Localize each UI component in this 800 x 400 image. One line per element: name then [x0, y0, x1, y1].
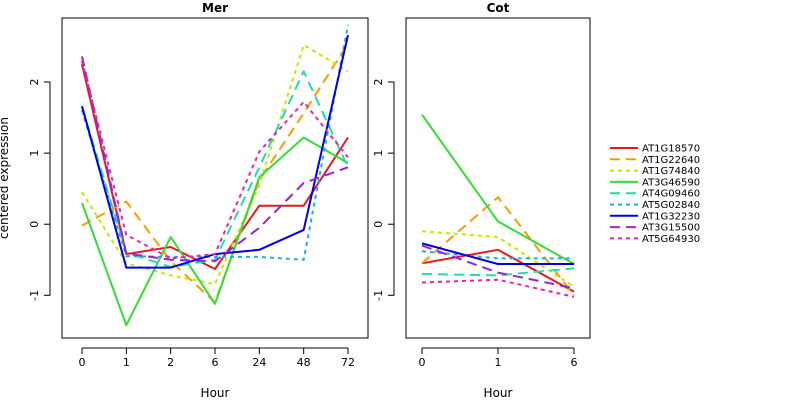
series-line-at3g15500: [81, 56, 349, 263]
legend-item-at5g64930: AT5G64930: [610, 234, 700, 245]
y-tick-label: 0: [372, 221, 385, 228]
series-line-at1g74840: [81, 44, 349, 285]
series-group-mer: [81, 24, 349, 327]
series-line-at3g46590: [421, 114, 575, 265]
legend-label: AT4G09460: [642, 189, 700, 200]
x-tick-label: 0: [419, 356, 426, 369]
y-tick-label: 2: [28, 79, 41, 86]
panel-cot: Cot Hour 0 1 6 -1 0 1 2: [372, 1, 591, 400]
x-tick-label: 2: [167, 356, 174, 369]
x-axis-title-cot: Hour: [484, 386, 513, 400]
legend: AT1G18570AT1G22640AT1G74840AT3G46590AT4G…: [610, 144, 700, 245]
legend-label: AT3G15500: [642, 223, 700, 234]
plot-frame-cot: [405, 17, 591, 339]
panel-mer: Mer Hour centered expression 0 1 2 6 24 48 72 -…: [0, 1, 369, 400]
legend-item-at3g15500: AT3G15500: [610, 223, 700, 234]
x-axis-mer: 0 1 2 6 24 48 72: [79, 347, 355, 369]
x-tick-label: 1: [123, 356, 130, 369]
series-line-at5g02840: [81, 24, 349, 261]
legend-item-at1g32230: AT1G32230: [610, 211, 700, 222]
legend-item-at3g46590: AT3G46590: [610, 177, 700, 188]
series-line-at1g18570: [81, 63, 349, 270]
panel-title-cot: Cot: [487, 1, 510, 15]
series-line-at1g22640: [421, 196, 575, 296]
y-tick-label: 2: [372, 79, 385, 86]
series-line-at5g64930: [421, 278, 575, 298]
legend-label: AT1G74840: [642, 166, 700, 177]
series-line-at3g15500: [421, 244, 575, 290]
y-axis-title: centered expression: [0, 117, 11, 239]
plot-frame-mer: [61, 17, 369, 339]
y-axis-cot: -1 0 1 2: [372, 79, 395, 301]
legend-item-at5g02840: AT5G02840: [610, 200, 700, 211]
series-line-at4g09460: [421, 267, 575, 277]
legend-label: AT5G64930: [642, 234, 700, 245]
legend-item-at1g74840: AT1G74840: [610, 166, 700, 177]
y-tick-label: 1: [28, 150, 41, 157]
x-tick-label: 72: [341, 356, 355, 369]
legend-item-at1g22640: AT1G22640: [610, 155, 700, 166]
x-tick-label: 6: [212, 356, 219, 369]
y-axis-mer: -1 0 1 2: [28, 79, 51, 301]
x-tick-label: 24: [252, 356, 266, 369]
x-tick-label: 6: [571, 356, 578, 369]
legend-item-at4g09460: AT4G09460: [610, 189, 700, 200]
series-line-at1g74840: [421, 230, 575, 288]
x-tick-label: 48: [297, 356, 311, 369]
series-group-cot: [421, 114, 575, 298]
y-tick-label: 0: [28, 221, 41, 228]
y-tick-label: 1: [372, 150, 385, 157]
x-tick-label: 0: [79, 356, 86, 369]
series-line-at5g64930: [81, 60, 349, 260]
panel-title-mer: Mer: [202, 1, 228, 15]
legend-label: AT1G22640: [642, 155, 700, 166]
legend-label: AT3G46590: [642, 177, 700, 188]
x-axis-cot: 0 1 6: [419, 347, 578, 369]
x-axis-title-mer: Hour: [201, 386, 230, 400]
x-tick-label: 1: [495, 356, 502, 369]
y-tick-label: -1: [372, 290, 385, 301]
legend-label: AT1G32230: [642, 211, 700, 222]
legend-label: AT1G18570: [642, 144, 700, 155]
legend-item-at1g18570: AT1G18570: [610, 144, 700, 155]
series-line-at1g18570: [421, 248, 575, 293]
y-tick-label: -1: [28, 290, 41, 301]
legend-label: AT5G02840: [642, 200, 700, 211]
series-line-at3g46590: [81, 136, 349, 327]
series-line-at5g02840: [421, 250, 574, 260]
series-line-at1g32230: [421, 242, 574, 265]
